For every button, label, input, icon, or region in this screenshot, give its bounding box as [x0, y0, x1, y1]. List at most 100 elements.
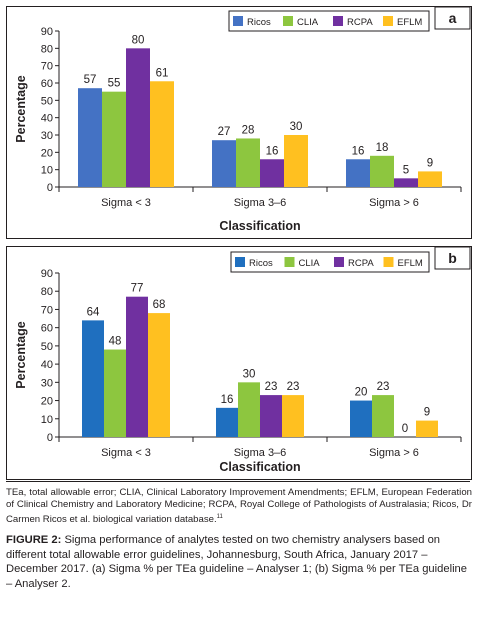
chart-b-data-label: 23: [287, 381, 300, 393]
chart-b-data-label: 23: [377, 381, 390, 393]
chart-b-y-tick-label: 50: [41, 341, 53, 353]
chart-b-data-label: 23: [265, 381, 278, 393]
chart-b-data-label: 20: [355, 387, 368, 399]
chart-b-data-label: 68: [153, 299, 166, 311]
chart-a-data-label: 9: [427, 157, 433, 169]
chart-b-y-tick-label: 40: [41, 359, 53, 371]
chart-a-legend-swatch: [333, 16, 343, 26]
chart-a-y-axis-title: Percentage: [14, 75, 28, 142]
chart-a-data-label: 16: [352, 145, 365, 157]
caption-text: Sigma performance of analytes tested on …: [6, 534, 468, 590]
chart-a-category-label: Sigma < 3: [101, 197, 151, 209]
chart-b-bar: [416, 420, 438, 437]
chart-a-y-tick-label: 90: [41, 26, 53, 38]
chart-a-bar: [236, 138, 260, 187]
footnote-divider: [6, 481, 470, 482]
chart-b-data-label: 0: [402, 423, 408, 435]
chart-b-y-axis-title: Percentage: [14, 321, 28, 388]
chart-b-bar: [350, 400, 372, 437]
chart-a-legend-label: RCPA: [347, 17, 373, 28]
chart-a-data-label: 27: [218, 126, 231, 138]
chart-b-y-tick-label: 30: [41, 377, 53, 389]
chart-b-bar: [216, 407, 238, 437]
chart-a-legend-label: Ricos: [247, 17, 271, 28]
chart-b-bar: [372, 395, 394, 437]
chart-a-y-tick-label: 0: [47, 182, 53, 194]
chart-a-data-label: 16: [266, 145, 279, 157]
chart-panel-b: 0 10 20 30 40 50 60 70 80 90 64 48 77 68 Sigma < 3 16 30…: [6, 246, 472, 480]
chart-a-bar: [284, 135, 308, 187]
chart-a-svg: 0 10 20 30 40 50 60 70 80 90 57 55 80 61 Sigma < 3 27 28…: [14, 7, 471, 233]
chart-a-bar: [418, 171, 442, 187]
chart-a-data-label: 57: [84, 74, 97, 86]
chart-a-category-label: Sigma 3–6: [234, 197, 287, 209]
chart-a-legend-label: EFLM: [397, 17, 422, 28]
footnote: TEa, total allowable error; CLIA, Clinic…: [6, 487, 472, 526]
chart-a-panel-letter: a: [449, 10, 457, 26]
chart-a-bar: [78, 88, 102, 187]
chart-b-y-tick-label: 20: [41, 396, 53, 408]
chart-b-y-tick-label: 60: [41, 323, 53, 335]
chart-b-bar: [126, 296, 148, 437]
chart-a-bar: [260, 159, 284, 187]
chart-b-data-label: 30: [243, 368, 256, 380]
chart-a-data-label: 61: [156, 67, 169, 79]
chart-a-y-tick-label: 60: [41, 78, 53, 90]
footnote-text: TEa, total allowable error; CLIA, Clinic…: [6, 487, 472, 526]
chart-a-y-tick-label: 80: [41, 43, 53, 55]
chart-a-legend-box: [228, 10, 430, 32]
chart-b-y-tick-label: 70: [41, 304, 53, 316]
chart-b-legend-label: CLIA: [299, 258, 321, 269]
chart-b-panel-letter-box: [434, 247, 471, 270]
chart-b-bar: [148, 313, 170, 437]
chart-a-bar: [126, 48, 150, 188]
figure-caption: FIGURE 2: Sigma performance of analytes …: [6, 533, 472, 591]
chart-b-y-tick-label: 90: [41, 268, 53, 280]
chart-a-legend-swatch: [283, 16, 293, 26]
chart-a-data-label: 30: [290, 121, 303, 133]
caption-label: FIGURE 2:: [6, 534, 62, 546]
chart-b-data-label: 16: [221, 394, 234, 406]
chart-b-legend-label: Ricos: [249, 258, 273, 269]
chart-a-bar: [150, 81, 174, 187]
chart-a-y-tick-label: 30: [41, 130, 53, 142]
chart-b-y-tick-label: 80: [41, 286, 53, 298]
chart-a-y-tick-label: 70: [41, 61, 53, 73]
chart-a-y-tick-label: 50: [41, 95, 53, 107]
chart-a-data-label: 80: [132, 34, 145, 46]
chart-b-legend-swatch: [284, 257, 295, 267]
chart-b-bar: [282, 395, 304, 437]
chart-a-bar: [102, 91, 126, 187]
chart-b-legend-swatch: [334, 257, 344, 267]
chart-b-legend-box: [230, 251, 430, 273]
chart-b-x-axis-title: Classification: [219, 460, 300, 474]
chart-a-panel-letter-box: [434, 7, 471, 30]
chart-a-bar: [370, 155, 394, 187]
footnote-ref: 11: [216, 514, 223, 520]
chart-b-legend-label: EFLM: [398, 258, 423, 269]
chart-a-data-label: 5: [403, 164, 409, 176]
chart-b-y-tick-label: 0: [47, 432, 53, 444]
chart-a-legend: Ricos CLIA RCPA EFLM: [228, 10, 430, 32]
chart-a-legend-swatch: [383, 16, 393, 26]
chart-b-data-label: 64: [87, 306, 100, 318]
chart-a-bar: [212, 140, 236, 187]
chart-b-data-label: 77: [131, 283, 144, 295]
chart-a-bar: [346, 159, 370, 187]
chart-b-category-label: Sigma < 3: [101, 447, 151, 459]
chart-a-y-tick-label: 20: [41, 147, 53, 159]
chart-a-y-tick-label: 10: [41, 165, 53, 177]
chart-b-data-label: 48: [109, 336, 122, 348]
chart-b-data-label: 9: [424, 407, 430, 419]
chart-b-bar: [238, 382, 260, 437]
chart-a-data-label: 28: [242, 124, 255, 136]
chart-b-legend: Ricos CLIA RCPA EFLM: [230, 251, 430, 273]
chart-a-legend-swatch: [233, 16, 243, 26]
chart-a-bar: [394, 178, 418, 187]
chart-a-data-label: 55: [108, 78, 121, 90]
chart-b-panel-letter: b: [448, 250, 457, 266]
chart-b-category-label: Sigma > 6: [369, 447, 419, 459]
chart-b-legend-label: RCPA: [348, 258, 374, 269]
